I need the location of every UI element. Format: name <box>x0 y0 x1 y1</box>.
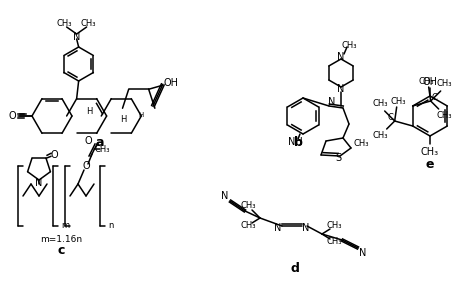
Text: CH₃: CH₃ <box>353 138 369 147</box>
Text: NH: NH <box>288 137 302 147</box>
Text: d: d <box>291 262 300 275</box>
Text: S: S <box>335 153 341 163</box>
Text: CH₃: CH₃ <box>437 110 452 119</box>
Text: m: m <box>61 222 69 231</box>
Text: N: N <box>221 191 228 201</box>
Text: N: N <box>337 84 345 94</box>
Text: a: a <box>96 136 104 150</box>
Text: CH₃: CH₃ <box>421 147 439 157</box>
Text: CH₃: CH₃ <box>437 79 452 88</box>
Text: CH₃: CH₃ <box>326 237 342 247</box>
Text: O: O <box>8 111 16 121</box>
Text: C: C <box>432 94 438 103</box>
Text: b: b <box>293 136 302 150</box>
Text: N: N <box>337 52 345 62</box>
Text: CH₃: CH₃ <box>240 201 256 210</box>
Text: O: O <box>50 150 58 160</box>
Text: N: N <box>328 97 336 107</box>
Text: CH₃: CH₃ <box>240 222 256 231</box>
Text: CH₃: CH₃ <box>391 97 406 105</box>
Text: N: N <box>274 223 282 233</box>
Text: CH₃: CH₃ <box>57 18 73 27</box>
Text: CH₃: CH₃ <box>419 76 435 85</box>
Text: H: H <box>120 114 127 123</box>
Text: c: c <box>58 244 65 256</box>
Text: C: C <box>388 113 393 123</box>
Text: CH₃: CH₃ <box>81 18 96 27</box>
Text: OH: OH <box>163 78 178 88</box>
Text: n: n <box>108 222 113 231</box>
Text: m=1.16n: m=1.16n <box>40 235 82 244</box>
Text: CH₃: CH₃ <box>326 222 342 231</box>
Text: N: N <box>302 223 310 233</box>
Text: H: H <box>86 107 93 116</box>
Text: N: N <box>359 248 367 258</box>
Text: N: N <box>35 178 43 188</box>
Text: CH₃: CH₃ <box>94 144 110 154</box>
Text: CH₃: CH₃ <box>373 100 388 108</box>
Text: H: H <box>138 112 143 118</box>
Text: O: O <box>84 136 92 146</box>
Text: CH₃: CH₃ <box>341 41 357 49</box>
Text: CH₃: CH₃ <box>373 131 388 139</box>
Text: N: N <box>73 32 80 42</box>
Text: O: O <box>82 161 90 171</box>
Text: OH: OH <box>422 77 438 87</box>
Text: e: e <box>426 157 434 170</box>
